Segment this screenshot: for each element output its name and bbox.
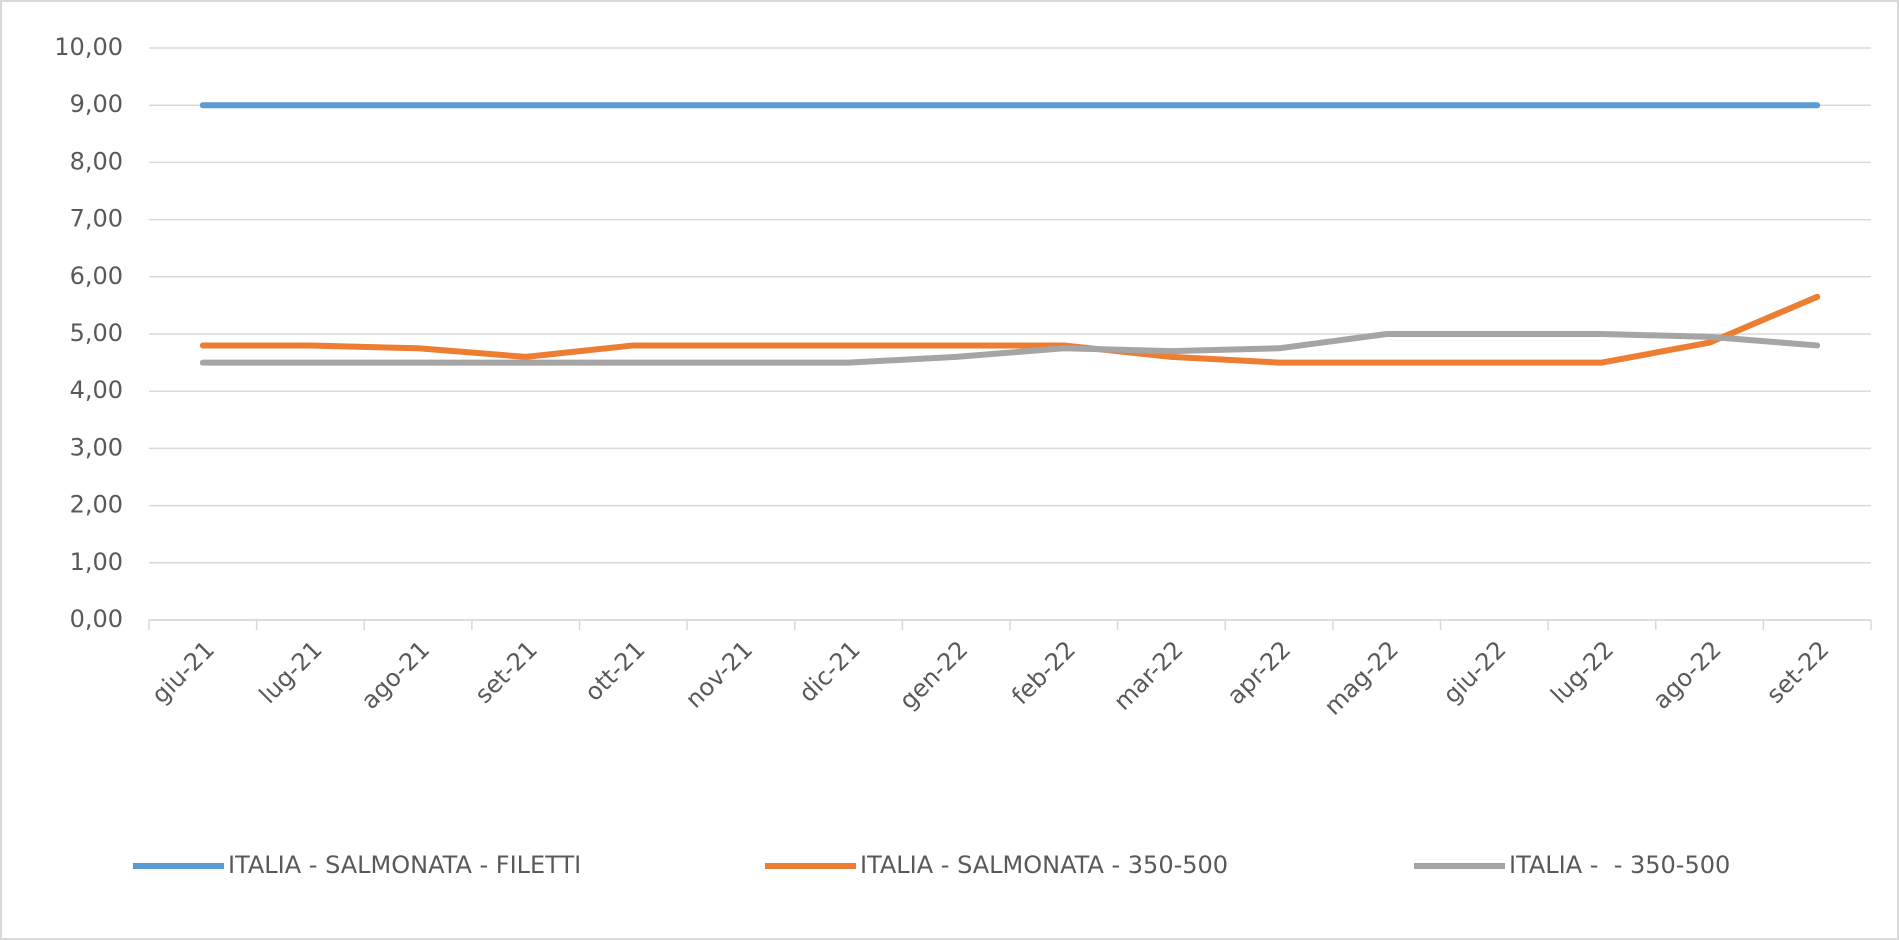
y-tick-label: 7,00: [70, 205, 123, 233]
series-line: [199, 293, 1821, 366]
series-line: [199, 331, 1821, 366]
legend-label: ITALIA - SALMONATA - FILETTI: [228, 851, 581, 879]
y-tick-label: 1,00: [70, 548, 123, 576]
y-tick-label: 3,00: [70, 433, 123, 461]
y-tick-label: 2,00: [70, 491, 123, 519]
legend-label: ITALIA - - 350-500: [1509, 851, 1730, 879]
y-tick-label: 6,00: [70, 262, 123, 290]
y-tick-label: 4,00: [70, 376, 123, 404]
y-tick-label: 5,00: [70, 319, 123, 347]
legend-label: ITALIA - SALMONATA - 350-500: [860, 851, 1228, 879]
y-tick-label: 10,00: [54, 33, 123, 61]
y-tick-label: 0,00: [70, 605, 123, 633]
y-tick-label: 8,00: [70, 147, 123, 175]
y-tick-label: 9,00: [70, 90, 123, 118]
